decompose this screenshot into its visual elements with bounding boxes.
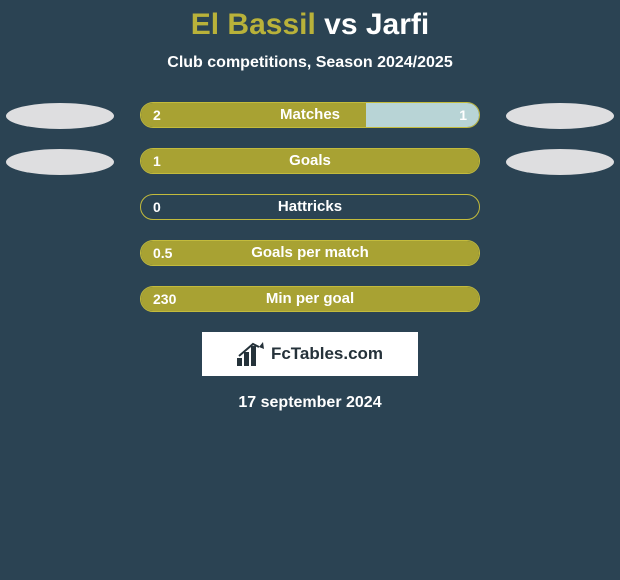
stat-label: Matches	[141, 103, 479, 127]
logo-box: FcTables.com	[202, 332, 418, 376]
player-a-name: El Bassil	[191, 8, 316, 41]
stat-bar: Matches2 1	[140, 102, 480, 128]
stat-bar: Goals per match0.5	[140, 240, 480, 266]
player-b-badge	[506, 149, 614, 175]
stats-list: Matches21Goals1Hattricks0Goals per match…	[0, 102, 620, 314]
player-b-name: Jarfi	[366, 8, 429, 41]
stat-label: Goals per match	[141, 241, 479, 265]
player-a-badge	[6, 103, 114, 129]
stat-value-a: 1	[153, 149, 161, 173]
stat-value-b: 1	[459, 103, 467, 127]
date-text: 17 september 2024	[0, 394, 620, 412]
player-a-badge	[6, 149, 114, 175]
stat-value-a: 0.5	[153, 241, 172, 265]
stat-bar: Hattricks0	[140, 194, 480, 220]
bar-chart-icon	[237, 342, 265, 366]
page-title: El Bassil vs Jarfi	[0, 8, 620, 42]
stat-value-a: 230	[153, 287, 176, 311]
stat-label: Min per goal	[141, 287, 479, 311]
stat-value-a: 2	[153, 103, 161, 127]
stat-bar: Goals1	[140, 148, 480, 174]
stat-label: Hattricks	[141, 195, 479, 219]
comparison-card: El Bassil vs Jarfi Club competitions, Se…	[0, 0, 620, 412]
vs-text: vs	[324, 8, 357, 41]
stat-bar: Min per goal230	[140, 286, 480, 312]
stat-row: Goals1	[0, 148, 620, 176]
player-b-badge	[506, 103, 614, 129]
stat-row: Goals per match0.5	[0, 240, 620, 268]
subtitle: Club competitions, Season 2024/2025	[0, 54, 620, 72]
stat-value-a: 0	[153, 195, 161, 219]
stat-row: Matches2 1	[0, 102, 620, 130]
stat-row: Min per goal230	[0, 286, 620, 314]
stat-label: Goals	[141, 149, 479, 173]
stat-row: Hattricks0	[0, 194, 620, 222]
logo-text: FcTables.com	[271, 344, 383, 364]
